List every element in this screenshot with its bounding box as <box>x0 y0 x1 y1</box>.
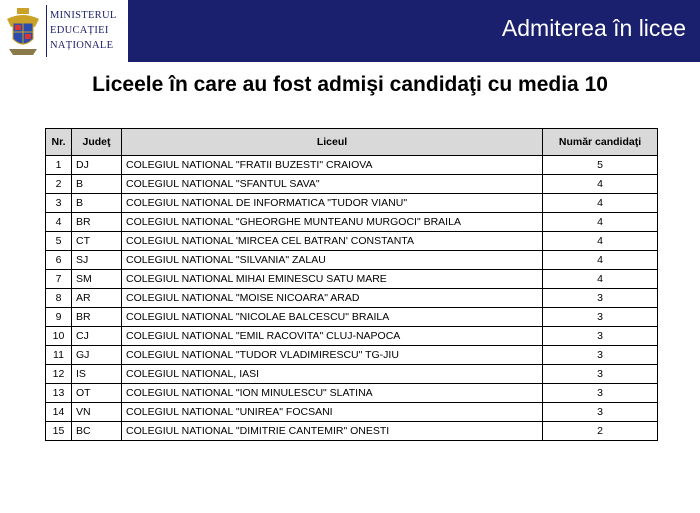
cell-numar-candidati: 5 <box>542 155 658 175</box>
cell-judet: OT <box>71 383 122 403</box>
cell-numar-candidati: 4 <box>542 174 658 194</box>
cell-liceul: COLEGIUL NATIONAL "SILVANIA" ZALAU <box>121 250 543 270</box>
cell-nr: 1 <box>45 155 72 175</box>
coat-of-arms-icon <box>7 8 39 55</box>
cell-judet: B <box>71 193 122 213</box>
cell-nr: 3 <box>45 193 72 213</box>
cell-judet: SM <box>71 269 122 289</box>
cell-numar-candidati: 3 <box>542 326 658 346</box>
logo-line: NAȚIONALE <box>50 40 114 51</box>
table-row: 9 BR COLEGIUL NATIONAL "NICOLAE BALCESCU" … <box>45 307 658 327</box>
cell-judet: AR <box>71 288 122 308</box>
cell-liceul: COLEGIUL NATIONAL 'MIRCEA CEL BATRAN' CO… <box>121 231 543 251</box>
logo-line: EDUCAȚIEI <box>50 25 109 36</box>
table-row: 13 OT COLEGIUL NATIONAL "ION MINULESCU" SL… <box>45 383 658 403</box>
cell-liceul: COLEGIUL NATIONAL "FRATII BUZESTI" CRAIO… <box>121 155 543 175</box>
cell-judet: IS <box>71 364 122 384</box>
table-row: 11 GJ COLEGIUL NATIONAL "TUDOR VLADIMIRESC… <box>45 345 658 365</box>
cell-nr: 11 <box>45 345 72 365</box>
cell-numar-candidati: 4 <box>542 250 658 270</box>
cell-numar-candidati: 2 <box>542 421 658 441</box>
cell-numar-candidati: 3 <box>542 402 658 422</box>
cell-judet: CJ <box>71 326 122 346</box>
cell-numar-candidati: 3 <box>542 307 658 327</box>
cell-judet: CT <box>71 231 122 251</box>
cell-nr: 10 <box>45 326 72 346</box>
table-row: 1 DJ COLEGIUL NATIONAL "FRATII BUZESTI" CR… <box>45 155 658 175</box>
cell-judet: BC <box>71 421 122 441</box>
cell-numar-candidati: 3 <box>542 288 658 308</box>
cell-liceul: COLEGIUL NATIONAL "GHEORGHE MUNTEANU MUR… <box>121 212 543 232</box>
logo-divider <box>46 5 47 57</box>
cell-numar-candidati: 3 <box>542 383 658 403</box>
table-row: 2 B COLEGIUL NATIONAL "SFANTUL SAVA" 4 <box>45 174 658 194</box>
ministry-name: MINISTERUL EDUCAȚIEI NAȚIONALE <box>50 8 126 53</box>
cell-numar-candidati: 3 <box>542 364 658 384</box>
cell-nr: 6 <box>45 250 72 270</box>
cell-nr: 13 <box>45 383 72 403</box>
column-header-numar-candidati: Număr candidaţi <box>542 128 658 156</box>
table-row: 6 SJ COLEGIUL NATIONAL "SILVANIA" ZALAU 4 <box>45 250 658 270</box>
table-row: 3 B COLEGIUL NATIONAL DE INFORMATICA "TUDO… <box>45 193 658 213</box>
page-title: Liceele în care au fost admişi candidaţi… <box>92 73 608 96</box>
column-header-judet: Judeţ <box>71 128 122 156</box>
cell-liceul: COLEGIUL NATIONAL DE INFORMATICA "TUDOR … <box>121 193 543 213</box>
column-header-liceul: Liceul <box>121 128 543 156</box>
cell-judet: GJ <box>71 345 122 365</box>
cell-nr: 15 <box>45 421 72 441</box>
cell-nr: 4 <box>45 212 72 232</box>
table-row: 15 BC COLEGIUL NATIONAL "DIMITRIE CANTEMIR… <box>45 421 658 441</box>
cell-nr: 9 <box>45 307 72 327</box>
cell-nr: 7 <box>45 269 72 289</box>
table-header-row: Nr. Judeţ Liceul Număr candidaţi <box>45 128 658 156</box>
cell-judet: B <box>71 174 122 194</box>
results-table: Nr. Judeţ Liceul Număr candidaţi 1 DJ COLE… <box>45 128 658 441</box>
cell-judet: BR <box>71 212 122 232</box>
cell-liceul: COLEGIUL NATIONAL "SFANTUL SAVA" <box>121 174 543 194</box>
logo-line: MINISTERUL <box>50 10 117 21</box>
cell-judet: SJ <box>71 250 122 270</box>
cell-numar-candidati: 4 <box>542 231 658 251</box>
ministry-logo: MINISTERUL EDUCAȚIEI NAȚIONALE <box>0 0 128 62</box>
column-header-nr: Nr. <box>45 128 72 156</box>
table-row: 10 CJ COLEGIUL NATIONAL "EMIL RACOVITA" CL… <box>45 326 658 346</box>
cell-liceul: COLEGIUL NATIONAL, IASI <box>121 364 543 384</box>
cell-nr: 14 <box>45 402 72 422</box>
cell-numar-candidati: 4 <box>542 212 658 232</box>
cell-liceul: COLEGIUL NATIONAL "MOISE NICOARA" ARAD <box>121 288 543 308</box>
cell-judet: VN <box>71 402 122 422</box>
header-banner: MINISTERUL EDUCAȚIEI NAȚIONALE Admiterea… <box>0 0 700 62</box>
cell-nr: 2 <box>45 174 72 194</box>
cell-nr: 12 <box>45 364 72 384</box>
table-row: 4 BR COLEGIUL NATIONAL "GHEORGHE MUNTEANU … <box>45 212 658 232</box>
cell-liceul: COLEGIUL NATIONAL "ION MINULESCU" SLATIN… <box>121 383 543 403</box>
cell-liceul: COLEGIUL NATIONAL "NICOLAE BALCESCU" BRA… <box>121 307 543 327</box>
cell-liceul: COLEGIUL NATIONAL "DIMITRIE CANTEMIR" ON… <box>121 421 543 441</box>
cell-liceul: COLEGIUL NATIONAL "UNIREA" FOCSANI <box>121 402 543 422</box>
table-row: 14 VN COLEGIUL NATIONAL "UNIREA" FOCSANI 3 <box>45 402 658 422</box>
cell-numar-candidati: 4 <box>542 193 658 213</box>
cell-nr: 8 <box>45 288 72 308</box>
table-row: 5 CT COLEGIUL NATIONAL 'MIRCEA CEL BATRAN'… <box>45 231 658 251</box>
table-row: 8 AR COLEGIUL NATIONAL "MOISE NICOARA" ARA… <box>45 288 658 308</box>
banner-title: Admiterea în licee <box>501 15 686 41</box>
cell-judet: DJ <box>71 155 122 175</box>
table-row: 12 IS COLEGIUL NATIONAL, IASI 3 <box>45 364 658 384</box>
cell-numar-candidati: 4 <box>542 269 658 289</box>
cell-liceul: COLEGIUL NATIONAL "EMIL RACOVITA" CLUJ-N… <box>121 326 543 346</box>
cell-numar-candidati: 3 <box>542 345 658 365</box>
cell-liceul: COLEGIUL NATIONAL "TUDOR VLADIMIRESCU" T… <box>121 345 543 365</box>
cell-judet: BR <box>71 307 122 327</box>
cell-liceul: COLEGIUL NATIONAL MIHAI EMINESCU SATU MA… <box>121 269 543 289</box>
table-row: 7 SM COLEGIUL NATIONAL MIHAI EMINESCU SATU… <box>45 269 658 289</box>
cell-nr: 5 <box>45 231 72 251</box>
